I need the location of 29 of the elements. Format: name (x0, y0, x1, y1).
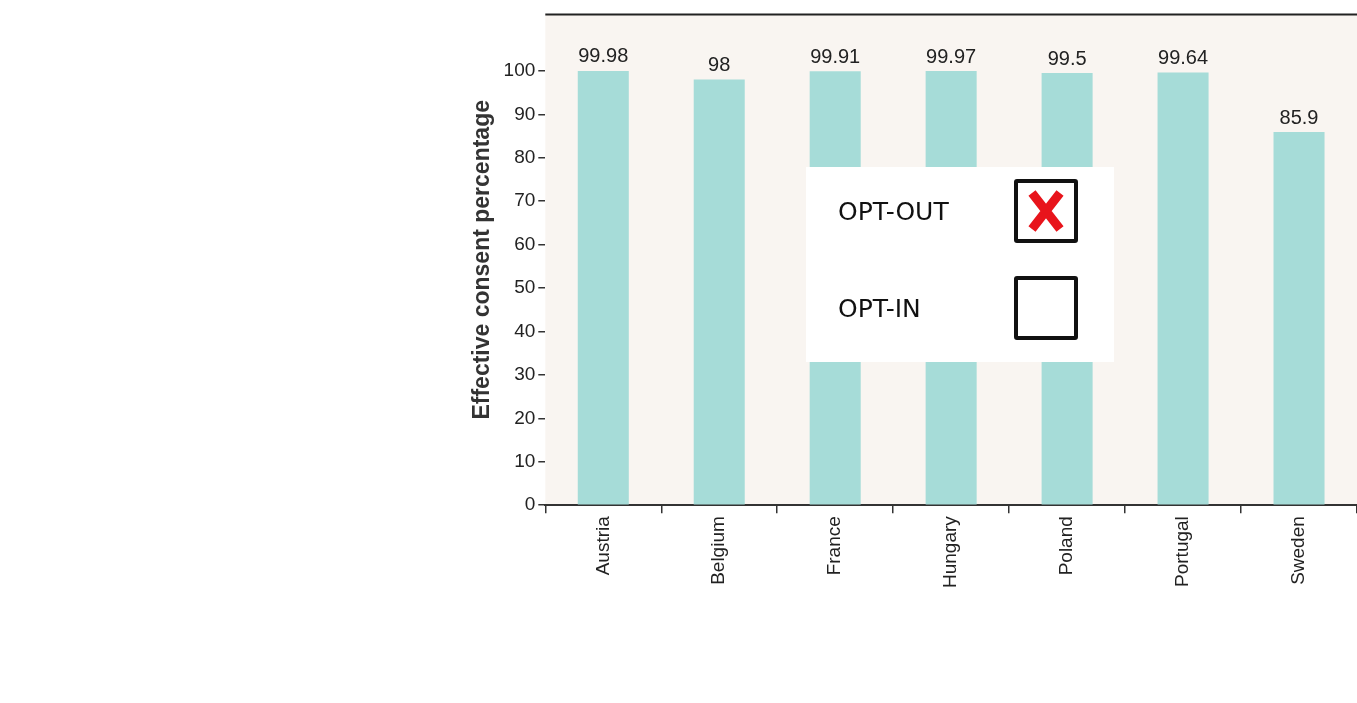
x-tick-label: Belgium (707, 516, 729, 585)
y-axis-title: Effective consent percentage (468, 100, 495, 420)
y-tick-label: 80 (514, 145, 536, 167)
y-tick-label: 20 (514, 406, 536, 428)
data-label: 85.9 (1279, 105, 1319, 128)
x-tick-label: Portugal (1171, 516, 1193, 587)
data-label: 99.64 (1158, 45, 1209, 68)
y-tick-label: 60 (514, 232, 536, 254)
x-tick-label: Poland (1055, 516, 1077, 576)
y-tick-label: 70 (514, 189, 536, 211)
annotation: OPT-IN (838, 294, 921, 323)
data-label: 99.97 (926, 44, 977, 67)
data-label: 99.91 (810, 44, 861, 67)
y-tick-label: 100 (503, 59, 536, 81)
annotation: OPT-OUT (838, 197, 949, 226)
y-tick-label: 40 (514, 319, 536, 341)
data-label: 99.5 (1047, 46, 1087, 69)
data-label: 99.98 (578, 44, 629, 67)
key-panel: OPT-OUT OPT-IN (806, 167, 1114, 362)
y-tick-label: 50 (514, 276, 536, 298)
y-tick-label: 90 (514, 102, 536, 124)
y-tick-label: 10 (514, 449, 536, 471)
y-tick-label: 0 (524, 493, 536, 515)
y-tick-label: 30 (514, 363, 536, 385)
x-tick-label: France (823, 516, 845, 576)
x-tick-label: Hungary (939, 515, 961, 589)
x-tick-label: Sweden (1287, 516, 1309, 585)
x-tick-label: Austria (591, 515, 613, 576)
data-label: 98 (708, 53, 731, 76)
